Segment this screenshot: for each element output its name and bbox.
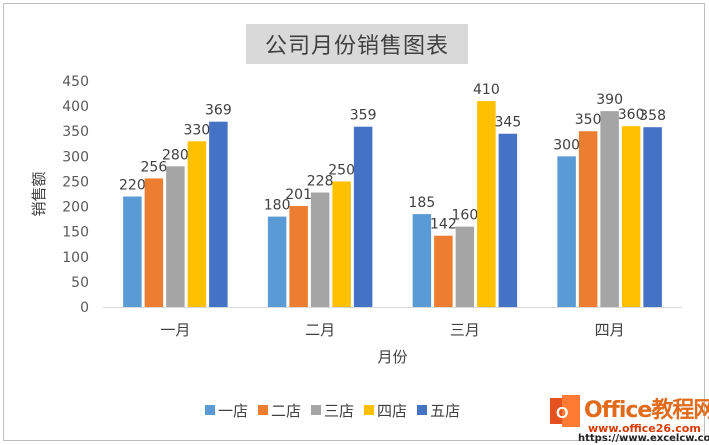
legend-item: 二店: [258, 400, 301, 421]
data-label: 280: [162, 147, 189, 163]
bar: [332, 181, 351, 307]
legend-label: 三店: [324, 401, 355, 420]
x-tick-label: 四月: [595, 321, 625, 339]
legend-item: 一店: [205, 400, 248, 421]
data-label: 358: [639, 108, 666, 124]
x-axis-title: 月份: [377, 348, 407, 366]
data-label: 410: [473, 82, 500, 98]
legend-item: 四店: [364, 400, 407, 421]
data-label: 330: [184, 122, 211, 138]
bar: [621, 126, 641, 307]
watermark-title: Office教程网: [584, 398, 709, 423]
bar: [144, 178, 164, 307]
y-tick-label: 250: [62, 174, 89, 190]
watermark: O Office教程网 www.office26.com https://www…: [548, 392, 709, 444]
data-label: 228: [307, 173, 334, 189]
data-label: 250: [328, 162, 355, 178]
chart-legend: 一店 二店 三店 四店 五店: [205, 400, 460, 420]
bar: [455, 226, 475, 307]
data-label: 185: [409, 195, 436, 211]
data-label: 201: [285, 187, 312, 203]
bar: [166, 166, 185, 307]
chart-title: 公司月份销售图表: [246, 24, 468, 64]
legend-swatch: [417, 405, 428, 415]
y-tick-label: 300: [62, 149, 89, 165]
chart-title-text: 公司月份销售图表: [264, 34, 449, 59]
data-label: 369: [205, 103, 232, 119]
data-label: 350: [575, 112, 602, 128]
office-logo-icon: O: [550, 395, 580, 427]
bar: [310, 192, 330, 307]
data-label: 142: [430, 217, 457, 233]
x-tick-label: 一月: [160, 321, 190, 339]
data-label: 345: [495, 115, 522, 131]
legend-label: 二店: [271, 401, 302, 420]
y-tick-label: 400: [62, 99, 89, 115]
bar: [643, 127, 662, 308]
bar: [353, 126, 373, 307]
data-label: 360: [618, 107, 645, 123]
bar: [477, 101, 496, 307]
legend-swatch: [364, 405, 375, 415]
data-label: 300: [553, 137, 580, 153]
bar: [600, 111, 619, 307]
bar: [267, 216, 287, 307]
x-tick-label: 三月: [450, 321, 480, 339]
watermark-url: www.office26.com: [588, 422, 701, 435]
legend-swatch: [258, 405, 269, 415]
y-tick-label: 50: [71, 275, 89, 291]
bar: [187, 141, 207, 307]
watermark-url-2: https://www.excelcw.com: [578, 433, 709, 444]
bar: [434, 235, 453, 307]
data-label: 220: [119, 178, 146, 194]
legend-swatch: [205, 405, 215, 415]
legend-label: 四店: [377, 401, 408, 420]
data-label: 256: [141, 159, 168, 175]
data-label: 390: [596, 92, 623, 108]
bar: [123, 196, 142, 307]
x-tick-label: 二月: [305, 321, 335, 339]
y-tick-label: 150: [62, 225, 89, 241]
data-label: 359: [350, 108, 377, 124]
bar: [209, 121, 228, 308]
bar: [498, 133, 518, 307]
legend-item: 五店: [417, 400, 460, 421]
bar: [578, 131, 598, 307]
y-axis-title: 销售额: [30, 171, 48, 216]
y-tick-label: 350: [62, 124, 89, 140]
y-tick-label: 450: [62, 74, 89, 90]
legend-swatch: [311, 405, 322, 415]
data-label: 160: [452, 208, 479, 224]
bar: [412, 214, 432, 307]
legend-label: 一店: [218, 401, 249, 420]
legend-item: 三店: [311, 400, 354, 421]
bar: [289, 206, 308, 307]
legend-label: 五店: [430, 401, 461, 420]
bar: [557, 156, 576, 307]
y-tick-label: 0: [80, 300, 89, 316]
y-tick-label: 200: [62, 200, 89, 216]
y-tick-label: 100: [62, 250, 89, 266]
data-label: 180: [264, 198, 291, 214]
svg-text:O: O: [556, 405, 568, 422]
